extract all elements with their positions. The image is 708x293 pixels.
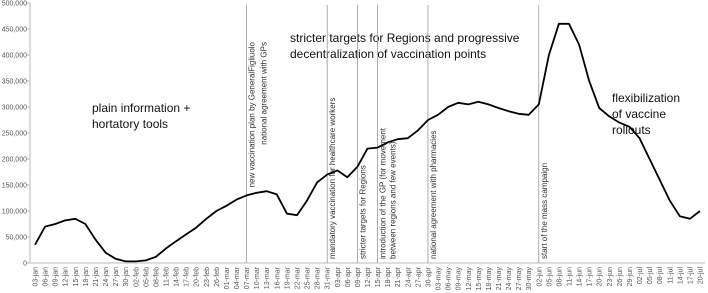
x-tick-label: 21-jan (93, 267, 100, 287)
x-tick-label: 29-jun (627, 267, 634, 287)
x-tick-label: 17-jun (587, 267, 594, 287)
event-label: start of the mass campaign (540, 163, 549, 259)
x-tick-label: 30-jan (123, 267, 130, 287)
x-tick-label: 15-may (476, 267, 483, 291)
y-tick-label: 200,000 (2, 157, 27, 164)
event-label: national agreement with pharmacies (429, 130, 438, 259)
event-label: mandatory vaccination for healthcare wor… (328, 98, 337, 259)
y-tick-label: 250,000 (2, 131, 27, 138)
x-tick-label: 28-mar (315, 266, 322, 289)
x-tick-label: 06-may (446, 267, 453, 291)
y-tick-label: 300,000 (2, 105, 27, 112)
phase-label: flexibilization (612, 91, 680, 105)
x-tick-label: 20-jul (698, 267, 705, 285)
y-tick-label: 500,000 (2, 1, 27, 8)
x-tick-label: 03-may (436, 267, 443, 291)
x-tick-label: 02-jul (637, 267, 644, 285)
x-tick-label: 07-mar (244, 266, 251, 289)
y-tick-label: 400,000 (2, 53, 27, 60)
x-tick-label: 03-jan (33, 267, 40, 287)
x-tick-label: 23-jun (607, 267, 614, 287)
x-tick-label: 15-apr (375, 266, 382, 287)
phase-label: plain information + (92, 101, 190, 115)
x-tick-label: 05-feb (143, 267, 150, 287)
x-tick-label: 26-jun (617, 267, 624, 287)
x-tick-label: 24-jan (103, 267, 110, 287)
x-tick-label: 11-feb (163, 267, 170, 286)
x-tick-label: 21-apr (395, 266, 402, 287)
x-tick-label: 09-jan (53, 267, 60, 287)
x-tick-label: 18-may (486, 267, 493, 291)
x-tick-label: 15-jan (73, 267, 80, 287)
x-tick-label: 05-jun (546, 267, 553, 287)
event-label: stricter targets for Regions (358, 165, 367, 259)
x-tick-label: 08-jul (657, 267, 664, 285)
y-tick-label: 50,000 (6, 235, 28, 242)
x-tick-label: 20-feb (194, 267, 201, 287)
event-label: national agreement with GPs (260, 42, 269, 145)
x-tick-label: 09-may (456, 267, 463, 291)
x-tick-label: 25-mar (305, 266, 312, 289)
x-tick-label: 02-jun (536, 267, 543, 287)
x-tick-label: 03-apr (335, 266, 342, 287)
x-tick-label: 17-feb (184, 267, 191, 287)
x-tick-label: 12-may (466, 267, 473, 291)
x-tick-label: 17-jul (687, 267, 694, 285)
x-tick-label: 10-mar (254, 266, 261, 289)
x-tick-label: 24-apr (405, 266, 412, 287)
x-tick-label: 08-feb (153, 267, 160, 287)
x-tick-label: 14-feb (174, 267, 181, 287)
x-tick-label: 06-apr (345, 266, 352, 287)
y-tick-label: 350,000 (2, 79, 27, 86)
y-tick-label: 100,000 (2, 209, 27, 216)
x-tick-label: 06-jan (43, 267, 50, 287)
x-tick-label: 14-jun (577, 267, 584, 287)
x-tick-label: 31-mar (325, 266, 332, 289)
y-tick-label: 0 (23, 261, 27, 268)
event-label: between regions and few events) (389, 141, 398, 259)
x-tick-label: 27-jan (113, 267, 120, 287)
x-tick-label: 13-mar (264, 266, 271, 289)
x-tick-label: 27-apr (415, 266, 422, 287)
x-tick-label: 18-apr (385, 266, 392, 287)
x-tick-label: 01-mar (224, 266, 231, 289)
x-tick-label: 27-may (516, 267, 523, 291)
x-tick-label: 30-may (526, 267, 533, 291)
event-label: new vaccination plan by GeneralFigliuolo (248, 41, 257, 187)
x-tick-label: 05-jul (647, 267, 654, 285)
x-tick-label: 08-jun (556, 267, 563, 287)
x-tick-label: 26-feb (214, 267, 221, 287)
y-tick-label: 450,000 (2, 27, 27, 34)
phase-label: decentralization of vaccination points (290, 47, 486, 61)
x-tick-label: 02-feb (133, 267, 140, 287)
x-tick-label: 11-jun (567, 267, 574, 286)
x-tick-label: 19-mar (284, 266, 291, 289)
x-tick-label: 14-jul (677, 267, 684, 285)
x-tick-label: 20-jun (597, 267, 604, 287)
data-line (34, 22, 701, 263)
x-tick-label: 23-feb (204, 267, 211, 287)
phase-label: of vaccine (612, 107, 666, 121)
x-tick-label: 18-jan (83, 267, 90, 287)
x-tick-label: 12-apr (365, 266, 372, 287)
x-tick-label: 30-apr (425, 266, 432, 287)
x-tick-label: 12-jan (63, 267, 70, 287)
y-tick-label: 150,000 (2, 183, 27, 190)
event-label: introduction of the GP (for movement (379, 127, 388, 259)
x-tick-label: 09-apr (355, 266, 362, 287)
phase-label: hortatory tools (92, 117, 168, 131)
x-tick-label: 04-mar (234, 266, 241, 289)
x-tick-label: 21-may (496, 267, 503, 291)
x-tick-label: 11-jul (667, 267, 674, 284)
phase-label: stricter targets for Regions and progres… (290, 31, 520, 45)
x-tick-label: 22-mar (294, 266, 301, 289)
x-tick-label: 16-mar (274, 266, 281, 289)
x-tick-label: 24-may (506, 267, 513, 291)
